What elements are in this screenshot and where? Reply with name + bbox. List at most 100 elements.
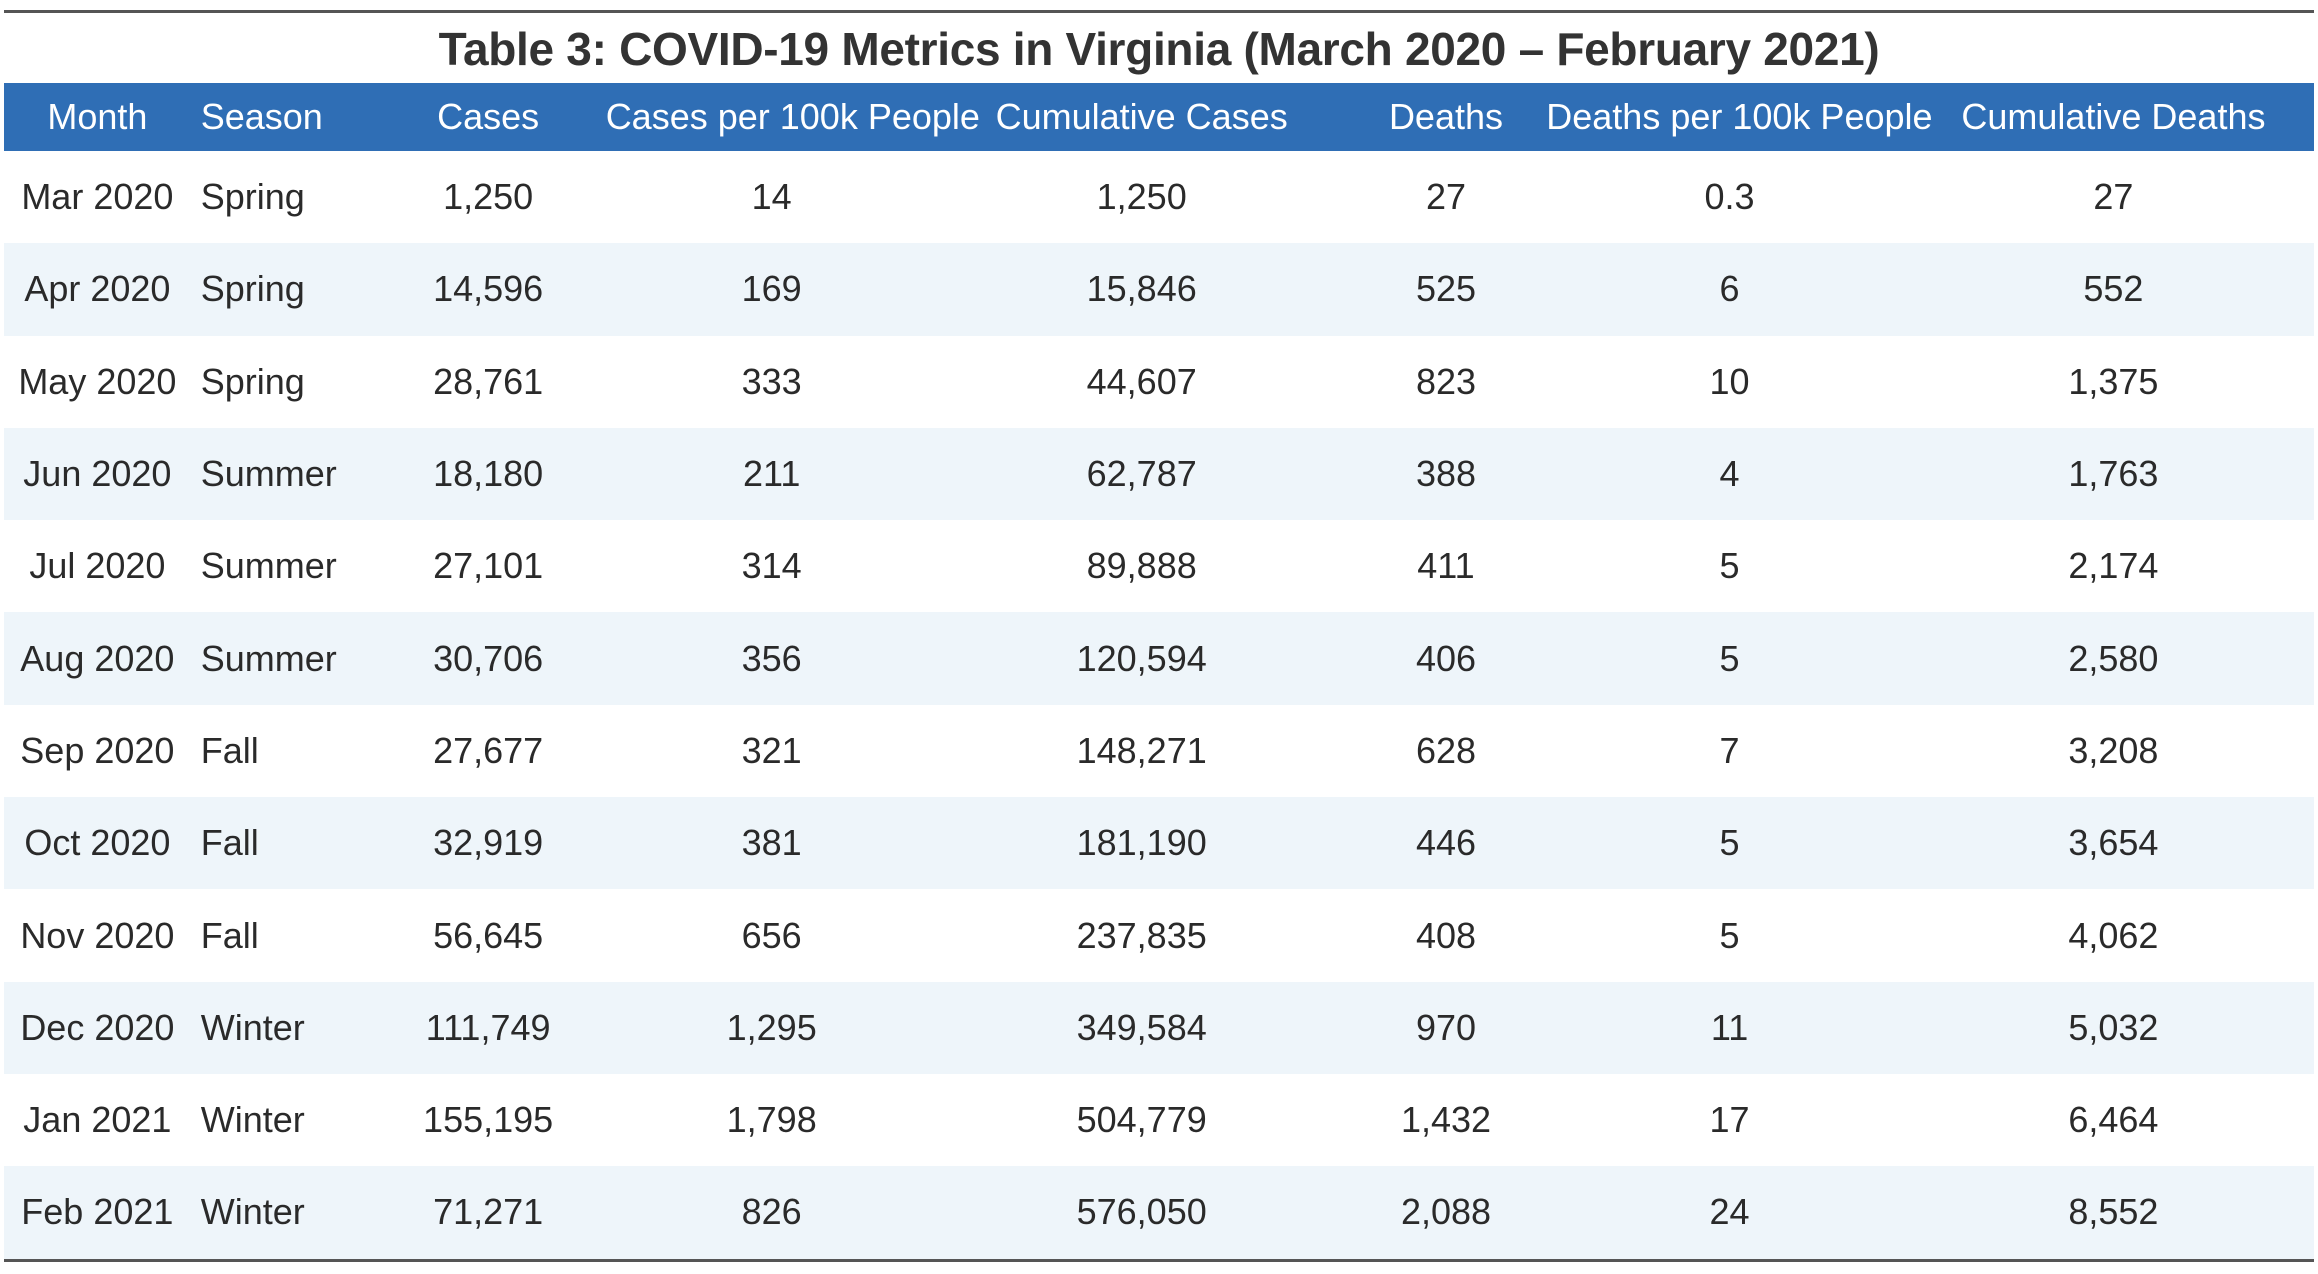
column-header-cases-per-100k: Cases per 100k People bbox=[605, 96, 980, 137]
cell-season: Fall bbox=[200, 914, 259, 956]
cell-deaths-per-100k: 11 bbox=[1710, 1006, 1749, 1048]
cell-cumulative-cases: 89,888 bbox=[1086, 545, 1197, 587]
cell-season: Spring bbox=[200, 360, 305, 402]
column-header-deaths-per-100k: Deaths per 100k People bbox=[1546, 96, 1933, 137]
cell-month: Nov 2020 bbox=[20, 914, 175, 956]
cell-cases-per-100k: 321 bbox=[741, 729, 802, 771]
cell-cases-per-100k: 826 bbox=[741, 1191, 802, 1233]
cell-cumulative-deaths: 5,032 bbox=[2068, 1006, 2159, 1048]
cell-cumulative-deaths: 1,375 bbox=[2068, 360, 2159, 402]
covid-metrics-table: Month Season Cases Cases per 100k People… bbox=[4, 83, 2314, 1259]
cell-deaths-per-100k: 17 bbox=[1709, 1099, 1750, 1141]
cell-deaths-per-100k: 7 bbox=[1719, 729, 1740, 771]
cell-cases: 111,749 bbox=[425, 1006, 551, 1048]
table-row: Jul 2020 Summer 27,101 314 89,888 411 5 2,174 bbox=[4, 520, 2314, 612]
cell-deaths: 525 bbox=[1415, 268, 1477, 310]
table-row: Aug 2020 Summer 30,706 356 120,594 406 5 2,580 bbox=[4, 612, 2314, 705]
table-container: Table 3: COVID-19 Metrics in Virginia (M… bbox=[4, 10, 2314, 1262]
table-row: Sep 2020 Fall 27,677 321 148,271 628 7 3,208 bbox=[4, 705, 2314, 797]
cell-cumulative-cases: 237,835 bbox=[1076, 914, 1207, 956]
cell-cumulative-cases: 1,250 bbox=[1096, 176, 1187, 218]
cell-cumulative-deaths: 3,654 bbox=[2068, 822, 2159, 864]
cell-season: Winter bbox=[200, 1191, 305, 1233]
cell-cumulative-cases: 349,584 bbox=[1076, 1006, 1207, 1048]
cell-deaths: 970 bbox=[1415, 1006, 1477, 1048]
cell-month: Mar 2020 bbox=[21, 176, 174, 218]
table-row: Jun 2020 Summer 18,180 211 62,787 388 4 1,763 bbox=[4, 427, 2314, 521]
header-row: Month Season Cases Cases per 100k People… bbox=[4, 83, 2314, 151]
cell-deaths: 823 bbox=[1415, 360, 1477, 402]
cell-cumulative-deaths: 2,174 bbox=[2068, 545, 2159, 587]
cell-season: Summer bbox=[200, 637, 337, 679]
cell-cases: 27,677 bbox=[433, 729, 544, 771]
cell-month: Jul 2020 bbox=[29, 545, 166, 587]
cell-deaths: 446 bbox=[1415, 822, 1477, 864]
cell-cumulative-cases: 62,787 bbox=[1086, 453, 1197, 495]
cell-cases-per-100k: 14 bbox=[751, 176, 792, 218]
cell-deaths: 2,088 bbox=[1400, 1191, 1492, 1233]
cell-deaths: 408 bbox=[1415, 914, 1477, 956]
cell-deaths: 27 bbox=[1425, 176, 1466, 218]
cell-month: Jun 2020 bbox=[23, 453, 172, 495]
cell-month: Apr 2020 bbox=[24, 268, 171, 310]
cell-month: Dec 2020 bbox=[20, 1006, 175, 1048]
cell-month: May 2020 bbox=[18, 360, 177, 402]
cell-month: Feb 2021 bbox=[21, 1191, 174, 1233]
cell-cases: 1,250 bbox=[443, 176, 534, 218]
cell-season: Winter bbox=[200, 1006, 305, 1048]
cell-season: Summer bbox=[200, 545, 337, 587]
cell-cases: 30,706 bbox=[433, 637, 544, 679]
table-row: Jan 2021 Winter 155,195 1,798 504,779 1,432 17… bbox=[4, 1074, 2314, 1166]
cell-deaths-per-100k: 24 bbox=[1709, 1191, 1750, 1233]
column-header-deaths: Deaths bbox=[1388, 96, 1504, 137]
table-row: Nov 2020 Fall 56,645 656 237,835 408 5 4,062 bbox=[4, 889, 2314, 981]
column-header-cases: Cases bbox=[437, 96, 540, 137]
cell-cumulative-cases: 148,271 bbox=[1076, 729, 1207, 771]
cell-season: Fall bbox=[200, 729, 259, 771]
cell-cumulative-deaths: 552 bbox=[2083, 268, 2144, 310]
cell-deaths-per-100k: 10 bbox=[1709, 360, 1750, 402]
cell-cases: 27,101 bbox=[433, 545, 544, 587]
cell-season: Spring bbox=[200, 176, 305, 218]
cell-deaths-per-100k: 0.3 bbox=[1704, 176, 1755, 218]
table-row: Dec 2020 Winter 111,749 1,295 349,584 970 11 5,… bbox=[4, 981, 2314, 1074]
table-body: Mar 2020 Spring 1,250 14 1,250 27 0.3 27 Apr 202… bbox=[4, 151, 2314, 1259]
cell-cumulative-deaths: 2,580 bbox=[2068, 637, 2159, 679]
cell-cumulative-deaths: 6,464 bbox=[2068, 1099, 2159, 1141]
table-row: Oct 2020 Fall 32,919 381 181,190 446 5 3,654 bbox=[4, 797, 2314, 890]
cell-cases-per-100k: 381 bbox=[741, 822, 802, 864]
table-row: Feb 2021 Winter 71,271 826 576,050 2,088 24 8,5… bbox=[4, 1166, 2314, 1259]
table-row: May 2020 Spring 28,761 333 44,607 823 10 1,375 bbox=[4, 336, 2314, 428]
column-header-season: Season bbox=[200, 96, 323, 137]
cell-cases-per-100k: 356 bbox=[741, 637, 802, 679]
cell-cases-per-100k: 656 bbox=[741, 914, 802, 956]
cell-cumulative-deaths: 4,062 bbox=[2068, 914, 2159, 956]
cell-cumulative-deaths: 27 bbox=[2093, 176, 2134, 218]
cell-cases: 155,195 bbox=[423, 1099, 554, 1141]
cell-deaths-per-100k: 5 bbox=[1719, 822, 1740, 864]
cell-season: Summer bbox=[200, 453, 337, 495]
cell-season: Winter bbox=[200, 1099, 305, 1141]
cell-deaths: 628 bbox=[1415, 729, 1477, 771]
cell-cases: 32,919 bbox=[433, 822, 544, 864]
cell-cumulative-cases: 504,779 bbox=[1076, 1099, 1207, 1141]
cell-cumulative-deaths: 8,552 bbox=[2068, 1191, 2159, 1233]
cell-cumulative-cases: 181,190 bbox=[1076, 822, 1207, 864]
table-title: Table 3: COVID-19 Metrics in Virginia (M… bbox=[438, 23, 1880, 75]
cell-deaths: 1,432 bbox=[1400, 1099, 1492, 1141]
cell-cases-per-100k: 314 bbox=[741, 545, 802, 587]
cell-cumulative-cases: 120,594 bbox=[1076, 637, 1207, 679]
cell-cases: 28,761 bbox=[433, 360, 544, 402]
cell-month: Aug 2020 bbox=[20, 637, 175, 679]
table-row: Mar 2020 Spring 1,250 14 1,250 27 0.3 27 bbox=[4, 151, 2314, 243]
cell-month: Jan 2021 bbox=[23, 1099, 172, 1141]
column-header-month: Month bbox=[47, 96, 148, 137]
cell-deaths-per-100k: 6 bbox=[1719, 268, 1740, 310]
cell-season: Fall bbox=[200, 822, 259, 864]
cell-cases-per-100k: 169 bbox=[741, 268, 802, 310]
cell-deaths-per-100k: 4 bbox=[1719, 453, 1740, 495]
cell-deaths: 388 bbox=[1415, 453, 1477, 495]
column-header-cumulative-deaths: Cumulative Deaths bbox=[1961, 96, 2266, 137]
cell-season: Spring bbox=[200, 268, 305, 310]
cell-cases-per-100k: 211 bbox=[742, 453, 801, 495]
